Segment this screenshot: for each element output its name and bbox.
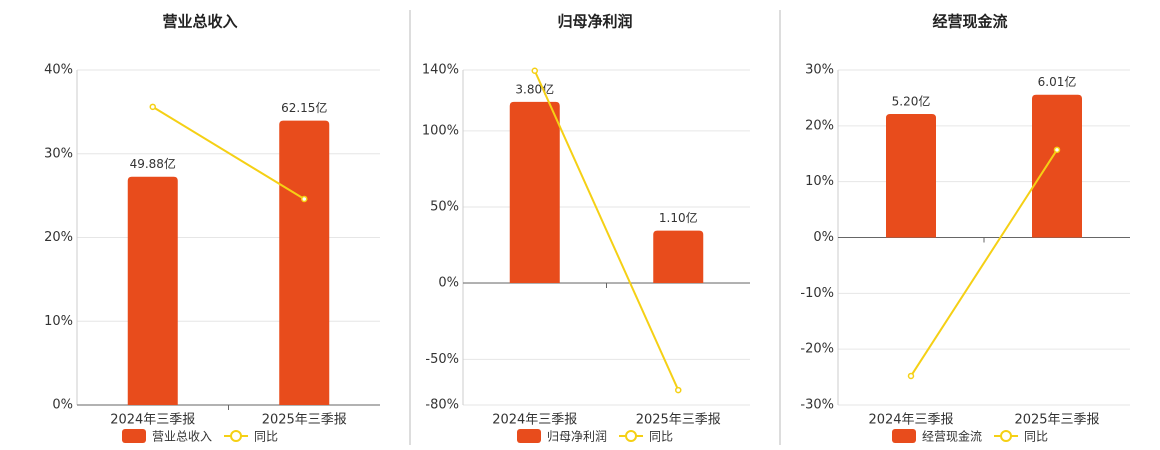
y-tick-label: 50%	[430, 200, 459, 215]
bar	[127, 176, 178, 405]
y-tick-label: 40%	[44, 63, 73, 78]
legend-swatch	[625, 430, 638, 442]
bar	[1032, 94, 1082, 238]
y-tick-label: 10%	[805, 174, 834, 189]
point	[907, 372, 915, 380]
bar	[653, 230, 704, 284]
legend-swatch	[122, 429, 146, 443]
legend-swatch	[892, 429, 916, 443]
x-tick-label: 2024年三季报	[492, 413, 577, 428]
x-tick-label: 2024年三季报	[110, 413, 195, 428]
legend-label: 同比	[254, 430, 278, 444]
bar	[509, 101, 560, 284]
point	[1053, 146, 1061, 154]
legend-label: 归母净利润	[547, 430, 607, 444]
line	[533, 70, 680, 391]
data-label: 1.10亿	[659, 210, 698, 225]
point	[531, 67, 538, 75]
legend-label: 同比	[1024, 430, 1048, 444]
y-tick-label: -50%	[425, 352, 459, 367]
data-label: 6.01亿	[1038, 74, 1077, 89]
data-label: 49.88亿	[130, 156, 176, 171]
line	[152, 105, 305, 200]
x-tick-label: 2025年三季报	[636, 413, 721, 428]
y-tick-label: 100%	[422, 123, 459, 138]
y-tick-label: -30%	[800, 398, 834, 413]
legend-swatch	[230, 430, 243, 442]
bar	[886, 113, 936, 238]
chart-title: 经营现金流	[932, 13, 1007, 31]
x-tick-label: 2024年三季报	[868, 413, 953, 428]
legend-label: 经营现金流	[922, 429, 982, 444]
y-tick-label: 0%	[438, 276, 459, 291]
data-label: 3.80亿	[515, 81, 554, 96]
x-tick-label: 2025年三季报	[1014, 413, 1099, 428]
y-tick-label: -20%	[800, 342, 834, 357]
point	[149, 103, 156, 111]
y-tick-label: -10%	[800, 286, 834, 301]
chart-title: 营业总收入	[162, 13, 237, 31]
line	[910, 149, 1058, 377]
data-label: 62.15亿	[281, 100, 327, 115]
y-tick-label: 140%	[422, 63, 459, 78]
point	[675, 386, 682, 394]
data-label: 5.20亿	[892, 93, 931, 108]
legend-label: 同比	[649, 430, 673, 444]
y-tick-label: 30%	[805, 63, 834, 78]
point	[301, 195, 308, 203]
chart-title: 归母净利润	[557, 13, 632, 31]
y-tick-label: 0%	[813, 230, 834, 245]
y-tick-label: 30%	[44, 146, 73, 161]
legend-label: 营业总收入	[152, 430, 212, 444]
bar	[279, 120, 330, 405]
x-tick-label: 2025年三季报	[262, 413, 347, 428]
legend-swatch	[1000, 430, 1013, 442]
y-tick-label: -80%	[425, 398, 459, 413]
legend-swatch	[517, 429, 541, 443]
y-tick-label: 10%	[44, 314, 73, 329]
y-tick-label: 20%	[44, 230, 73, 245]
y-tick-label: 20%	[805, 118, 834, 133]
y-tick-label: 0%	[52, 398, 73, 413]
